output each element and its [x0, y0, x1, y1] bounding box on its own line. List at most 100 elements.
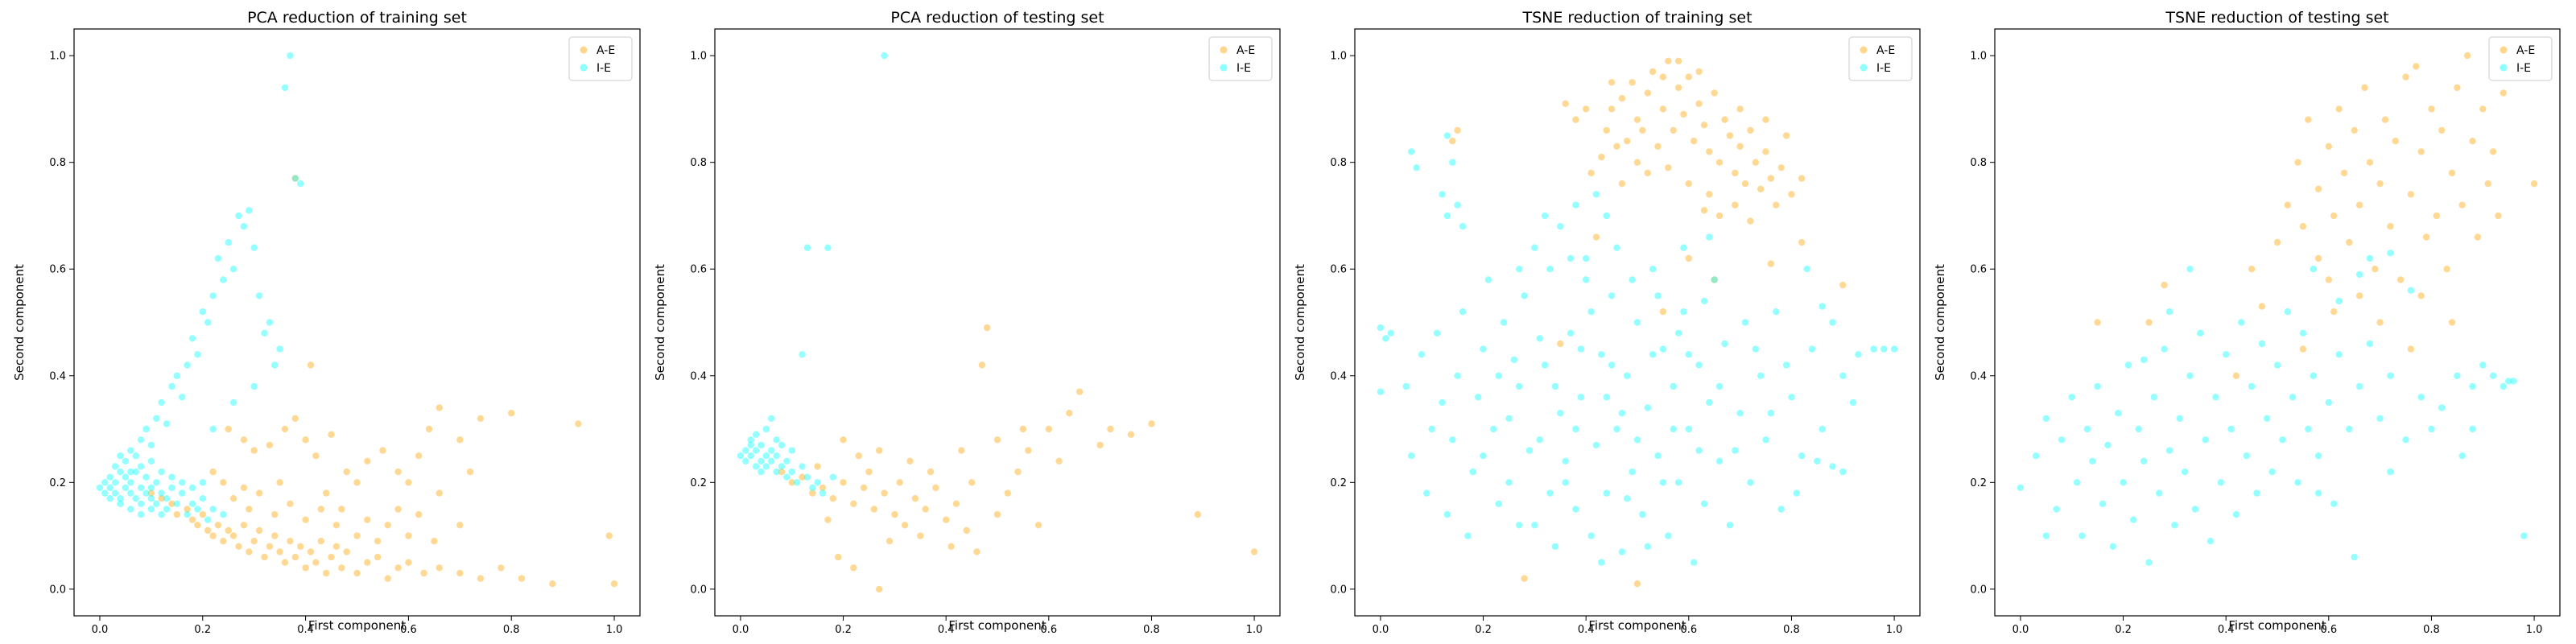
point-i-e-13	[132, 495, 139, 502]
point-a-e-36	[353, 569, 361, 577]
point-i-e-105	[1839, 468, 1847, 476]
point-i-e-38	[132, 452, 139, 460]
y-tick-label: 0.0	[1970, 584, 1987, 596]
y-tick-label: 0.4	[690, 370, 707, 382]
point-i-e-98	[1613, 244, 1620, 251]
legend-marker-a-e	[580, 46, 588, 54]
point-i-e-75	[1510, 356, 1518, 364]
point-i-e-89	[158, 510, 165, 518]
point-i-e-135	[1516, 522, 1523, 529]
point-i-e-4	[2058, 436, 2066, 444]
point-i-e-16	[778, 463, 786, 470]
point-i-e-27	[1618, 548, 1626, 555]
point-a-e-18	[922, 506, 929, 513]
x-tick-label: 0.2	[1475, 624, 1492, 636]
point-a-e-69	[1700, 207, 1708, 214]
point-i-e-19	[147, 495, 155, 502]
x-tick-label: 1.0	[606, 624, 623, 636]
legend-label-a-e: A-E	[1236, 44, 1255, 57]
point-a-e-38	[374, 553, 382, 561]
y-tick-label: 0.0	[49, 584, 66, 596]
point-i-e-59	[240, 223, 248, 230]
axes-frame	[1994, 28, 2561, 617]
point-i-e-79	[2407, 287, 2415, 294]
point-i-e-66	[281, 84, 289, 92]
point-i-e-41	[1690, 559, 1698, 566]
point-i-e-88	[2042, 532, 2050, 539]
point-i-e-78	[2355, 270, 2363, 279]
point-i-e-42	[1695, 361, 1703, 369]
x-tick-label: 0.6	[400, 624, 417, 636]
point-a-e-17	[1715, 159, 1724, 166]
point-a-e-93	[332, 522, 341, 529]
y-tick-label: 0.6	[49, 264, 66, 276]
point-a-e-25	[291, 553, 299, 561]
point-i-e-134	[1495, 372, 1502, 379]
point-a-e-40	[1148, 420, 1155, 427]
point-a-e-30	[1014, 468, 1022, 476]
point-a-e-42	[1250, 548, 1258, 555]
point-a-e-14	[896, 479, 903, 486]
point-a-e-27	[302, 564, 309, 572]
point-a-e-54	[824, 516, 832, 523]
chart-panel-1: 0.0 0.2 0.4 0.6 0.8 1.0 0.0 0.2 0.4 0.6 0.8 1.0 PCA …	[12, 9, 641, 636]
point-i-e-122	[1767, 410, 1775, 417]
point-i-e-79	[1387, 329, 1394, 336]
point-a-e-12	[225, 526, 232, 535]
point-a-e-98	[436, 489, 443, 497]
point-i-e-83	[199, 479, 206, 486]
point-i-e-21	[793, 479, 801, 486]
point-i-e-77	[1377, 324, 1385, 332]
point-i-e-14	[2115, 410, 2122, 417]
point-a-e-80	[364, 516, 371, 523]
point-i-e-27	[173, 500, 180, 507]
point-i-e-37	[2232, 510, 2240, 518]
point-i-e-80	[2314, 489, 2322, 497]
point-a-e-17	[2381, 116, 2389, 123]
chart-panel-2: 0.0 0.2 0.4 0.6 0.8 1.0 0.0 0.2 0.4 0.6 0.8 1.0 PCA …	[653, 9, 1281, 636]
point-i-e-51	[1747, 479, 1754, 486]
point-a-e-36	[2479, 105, 2487, 113]
point-i-e-42	[2258, 340, 2266, 348]
point-a-e-68	[1711, 276, 1718, 283]
point-i-e-121	[1752, 345, 1759, 353]
point-a-e-51	[835, 553, 842, 561]
point-i-e-58	[235, 212, 242, 220]
point-i-e-18	[1572, 506, 1579, 513]
point-a-e-21	[947, 543, 955, 550]
point-a-e-39	[1127, 431, 1135, 438]
point-i-e-21	[1587, 532, 1595, 539]
point-i-e-42	[153, 415, 160, 422]
point-a-e-37	[2484, 180, 2491, 188]
point-a-e-10	[865, 468, 873, 476]
point-i-e-79	[158, 468, 165, 476]
point-i-e-34	[1654, 452, 1662, 460]
point-i-e-34	[209, 506, 217, 513]
point-a-e-25	[1757, 185, 1765, 192]
point-a-e-37	[1603, 126, 1610, 134]
point-i-e-63	[2417, 394, 2425, 401]
point-i-e-36	[752, 431, 760, 438]
point-i-e-30	[2197, 329, 2204, 336]
point-i-e-43	[2264, 415, 2271, 422]
point-i-e-50	[2299, 329, 2307, 336]
point-i-e-29	[768, 415, 775, 422]
x-tick-label: 0.4	[297, 624, 314, 636]
point-i-e-37	[1670, 382, 1677, 390]
point-a-e-21	[1736, 142, 1744, 150]
point-a-e-16	[911, 495, 919, 502]
x-tick-label: 0.6	[1040, 624, 1057, 636]
point-i-e-82	[1870, 345, 1877, 353]
point-a-e-53	[876, 585, 883, 593]
point-i-e-41	[147, 441, 155, 449]
point-a-e-34	[1654, 142, 1662, 150]
point-i-e-48	[1726, 522, 1734, 529]
point-a-e-32	[2458, 201, 2466, 208]
point-a-e-56	[2448, 319, 2456, 326]
y-tick-label: 0.6	[690, 264, 707, 276]
legend-marker-a-e	[1220, 46, 1228, 54]
legend-box	[568, 36, 633, 81]
point-a-e-47	[518, 575, 526, 582]
point-a-e-11	[220, 538, 227, 545]
point-a-e-38	[2489, 148, 2497, 155]
